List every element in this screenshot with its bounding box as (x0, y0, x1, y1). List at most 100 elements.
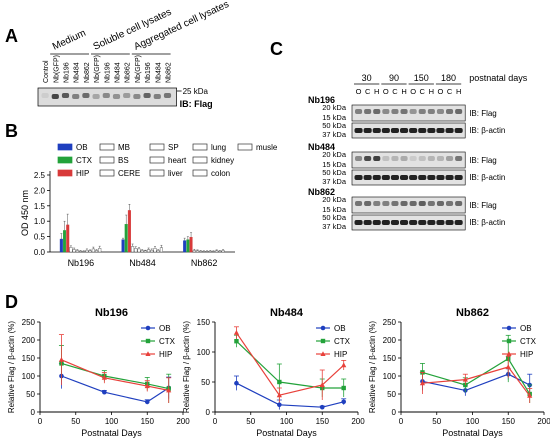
bar (140, 250, 144, 253)
legend-label: MB (118, 143, 130, 152)
marker-label: 20 kDa (322, 103, 347, 112)
actin-band (427, 220, 436, 225)
y-tick-label: 0.5 (34, 233, 46, 242)
x-axis-label: Postnatal Days (81, 428, 142, 438)
lane-label: Nb(GFP) (53, 55, 60, 83)
actin-band (418, 175, 427, 180)
bar (134, 248, 138, 253)
blot-band (82, 93, 90, 98)
flag-band (409, 156, 417, 161)
legend-label: HIP (334, 350, 347, 359)
data-point (319, 404, 325, 410)
legend-label: colon (211, 169, 230, 178)
blot-band (133, 94, 141, 99)
flag-band (355, 109, 363, 114)
actin-band (381, 128, 390, 133)
series-line-ob (236, 382, 344, 408)
bar (72, 249, 76, 253)
legend-label: liver (168, 169, 183, 178)
panel-a-blot: Control Nb(GFP) Nb196 Nb484 Nb862 Nb(GFP) Nb19… (37, 0, 231, 109)
data-point (462, 376, 468, 382)
ib-actin-label: IB: β-actin (469, 126, 505, 135)
marker-label: 15 kDa (322, 160, 347, 169)
bar (153, 248, 157, 253)
bar (131, 246, 135, 253)
flag-band (436, 156, 444, 161)
data-point (419, 380, 426, 386)
flag-band (391, 201, 399, 206)
y-tick-label: 0.0 (34, 248, 46, 257)
x-tick-label: 50 (246, 417, 255, 426)
data-point (234, 380, 239, 386)
flag-band (436, 201, 444, 206)
legend-swatch (149, 169, 165, 177)
actin-band (372, 220, 381, 225)
lane-label: Nb196 (104, 62, 111, 83)
actin-band (427, 128, 436, 133)
series-line-hip (422, 366, 531, 397)
marker-label: 37 kDa (322, 130, 347, 139)
y-tick-label: 150 (197, 318, 211, 327)
legend-label: CTX (159, 337, 176, 346)
bar (147, 249, 151, 253)
y-tick-label: 250 (22, 318, 36, 327)
bar (137, 248, 141, 253)
blot-band (153, 94, 161, 99)
y-tick-label: 100 (197, 348, 211, 357)
marker-label: 15 kDa (322, 113, 347, 122)
actin-band (363, 128, 372, 133)
bar (63, 230, 67, 253)
actin-band (363, 220, 372, 225)
bar (192, 250, 196, 253)
flag-band (382, 201, 390, 206)
bar (69, 247, 73, 253)
y-tick-label: 100 (383, 372, 397, 381)
day-label: 150 (414, 73, 429, 83)
actin-band (354, 128, 363, 133)
region-label: H (429, 87, 434, 96)
bar (98, 248, 102, 253)
x-tick-label: 50 (432, 417, 441, 426)
region-label: C (420, 87, 426, 96)
legend-swatch (237, 143, 253, 151)
marker-label: 50 kDa (322, 121, 347, 130)
data-point (341, 362, 347, 368)
actin-band (390, 128, 399, 133)
actin-band (454, 220, 463, 225)
panel-b-bar-chart: OB CTX HIP MB BS CERE SP heart liver lung kidney co… (20, 143, 278, 268)
legend-label: kidney (211, 156, 234, 165)
panel-label-d: D (5, 292, 18, 312)
legend-marker (506, 351, 512, 356)
flag-membrane (351, 151, 466, 169)
flag-band (391, 156, 399, 161)
legend-label: CTX (334, 337, 351, 346)
chart-title: Nb196 (95, 307, 128, 319)
actin-band (454, 128, 463, 133)
flag-band (364, 201, 372, 206)
marker-label: 50 kDa (322, 168, 347, 177)
bar (66, 224, 70, 253)
bar (159, 247, 163, 253)
bar (183, 240, 187, 253)
x-tick-label: 150 (141, 417, 155, 426)
lane-label: Nb(GFP) (135, 55, 142, 83)
region-label: C (447, 87, 453, 96)
flag-band (455, 109, 463, 114)
lane-label: Nb862 (166, 62, 173, 83)
legend-swatch (99, 169, 115, 177)
bar (121, 239, 125, 253)
blot-band (51, 94, 59, 99)
lane-label: Nb862 (84, 62, 91, 83)
region-label: H (401, 87, 406, 96)
blot-band (61, 93, 70, 98)
x-tick-label: 200 (351, 417, 365, 426)
legend-swatch (192, 143, 208, 151)
flag-band (382, 109, 390, 114)
legend-swatch (149, 143, 165, 151)
data-point (527, 393, 533, 398)
flag-band (364, 156, 372, 161)
bar (156, 250, 160, 253)
x-tick-label: 100 (280, 417, 294, 426)
flag-band (355, 201, 363, 206)
actin-band (445, 220, 454, 225)
